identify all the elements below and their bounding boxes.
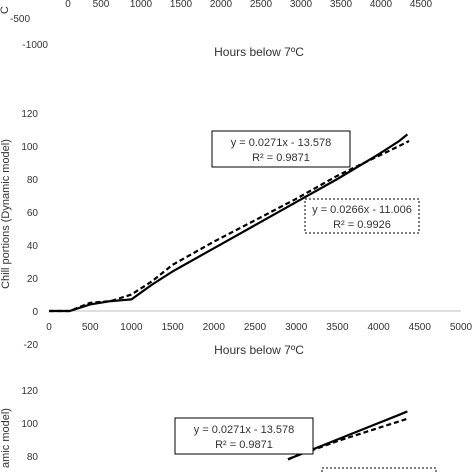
series-line-dashed xyxy=(49,140,410,313)
x-tick-label: 1500 xyxy=(161,322,184,333)
series-line-dashed xyxy=(287,417,410,461)
r-squared-text: R² = 0.9926 xyxy=(333,219,391,231)
y-tick-label: 40 xyxy=(27,241,39,252)
x-tick-label: 5000 xyxy=(450,322,473,333)
y-tick-label: 0 xyxy=(32,307,38,318)
y-tick-label: 80 xyxy=(27,175,39,186)
x-tick-label: 4000 xyxy=(367,322,390,333)
x-tick-label: 3000 xyxy=(285,322,308,333)
y-tick-label: 80 xyxy=(27,452,39,463)
y-tick-labels: 120 100 80 60 40 20 0 -20 xyxy=(21,109,38,351)
y-axis-label: amic model) xyxy=(0,408,12,468)
equation-box-dotted-partial xyxy=(321,467,437,474)
chart-main: 0 500 1000 1500 2000 2500 3000 3500 4000 4500 5000… xyxy=(0,109,473,357)
equation-text: y = 0.0271x - 13.578 xyxy=(231,137,332,149)
top-x-tick-label: 3500 xyxy=(330,0,353,10)
y-tick-label: 100 xyxy=(21,419,38,430)
top-x-tick-label: 0 xyxy=(65,0,71,10)
top-x-tick-label: 1500 xyxy=(170,0,193,10)
top-y-tick-label: -1000 xyxy=(22,40,48,51)
r-squared-text: R² = 0.9871 xyxy=(252,152,310,164)
top-x-tick-label: 500 xyxy=(93,0,110,10)
top-x-tick-label: 4000 xyxy=(370,0,393,10)
equation-text: y = 0.0266x - 11.006 xyxy=(312,204,412,216)
top-x-tick-label: 1000 xyxy=(130,0,153,10)
top-x-tick-labels: 0 500 1000 1500 2000 2500 3000 3500 4000… xyxy=(65,0,432,10)
equation-box-solid: y = 0.0271x - 13.578 R² = 0.9871 xyxy=(174,417,314,455)
top-x-tick-label: 2000 xyxy=(210,0,233,10)
top-fragment: C -500 -1000 0 500 1000 1500 2000 2500 3… xyxy=(0,0,433,59)
top-x-tick-label: 4500 xyxy=(410,0,433,10)
y-tick-label: 100 xyxy=(21,142,38,153)
y-tick-label: -20 xyxy=(24,340,39,351)
y-tick-label: 60 xyxy=(27,208,39,219)
x-tick-label: 2000 xyxy=(203,322,226,333)
equation-box-solid: y = 0.0271x - 13.578 R² = 0.9871 xyxy=(211,130,351,168)
x-tick-label: 0 xyxy=(46,322,52,333)
top-x-tick-label: 2500 xyxy=(250,0,273,10)
x-tick-label: 2500 xyxy=(244,322,267,333)
x-tick-label: 4500 xyxy=(409,322,432,333)
series-line-solid xyxy=(287,410,408,461)
x-tick-label: 1000 xyxy=(120,322,143,333)
y-tick-labels: 120 100 80 xyxy=(21,386,38,463)
r-squared-text: R² = 0.9871 xyxy=(215,439,273,451)
top-x-axis-label: Hours below 7ºC xyxy=(214,45,304,59)
top-ylabel-fragment: C xyxy=(0,6,11,14)
y-tick-label: 120 xyxy=(21,386,38,397)
top-x-tick-label: 3000 xyxy=(290,0,313,10)
equation-text: y = 0.0271x - 13.578 xyxy=(194,424,295,436)
x-tick-labels: 0 500 1000 1500 2000 2500 3000 3500 4000 4500 5000 xyxy=(46,322,472,333)
x-tick-label: 500 xyxy=(82,322,99,333)
y-axis-label: Chill portions (Dynamic model) xyxy=(0,139,12,289)
y-tick-label: 120 xyxy=(21,109,38,120)
x-axis-label: Hours below 7ºC xyxy=(214,343,304,357)
y-tick-label: 20 xyxy=(27,274,39,285)
x-tick-label: 3500 xyxy=(326,322,349,333)
chart-bottom-fragment: 120 100 80 amic model) y = 0.0271x - 13.57… xyxy=(0,386,437,474)
equation-box-dotted: y = 0.0266x - 11.006 R² = 0.9926 xyxy=(304,198,420,234)
top-y-tick-label: -500 xyxy=(10,14,30,25)
